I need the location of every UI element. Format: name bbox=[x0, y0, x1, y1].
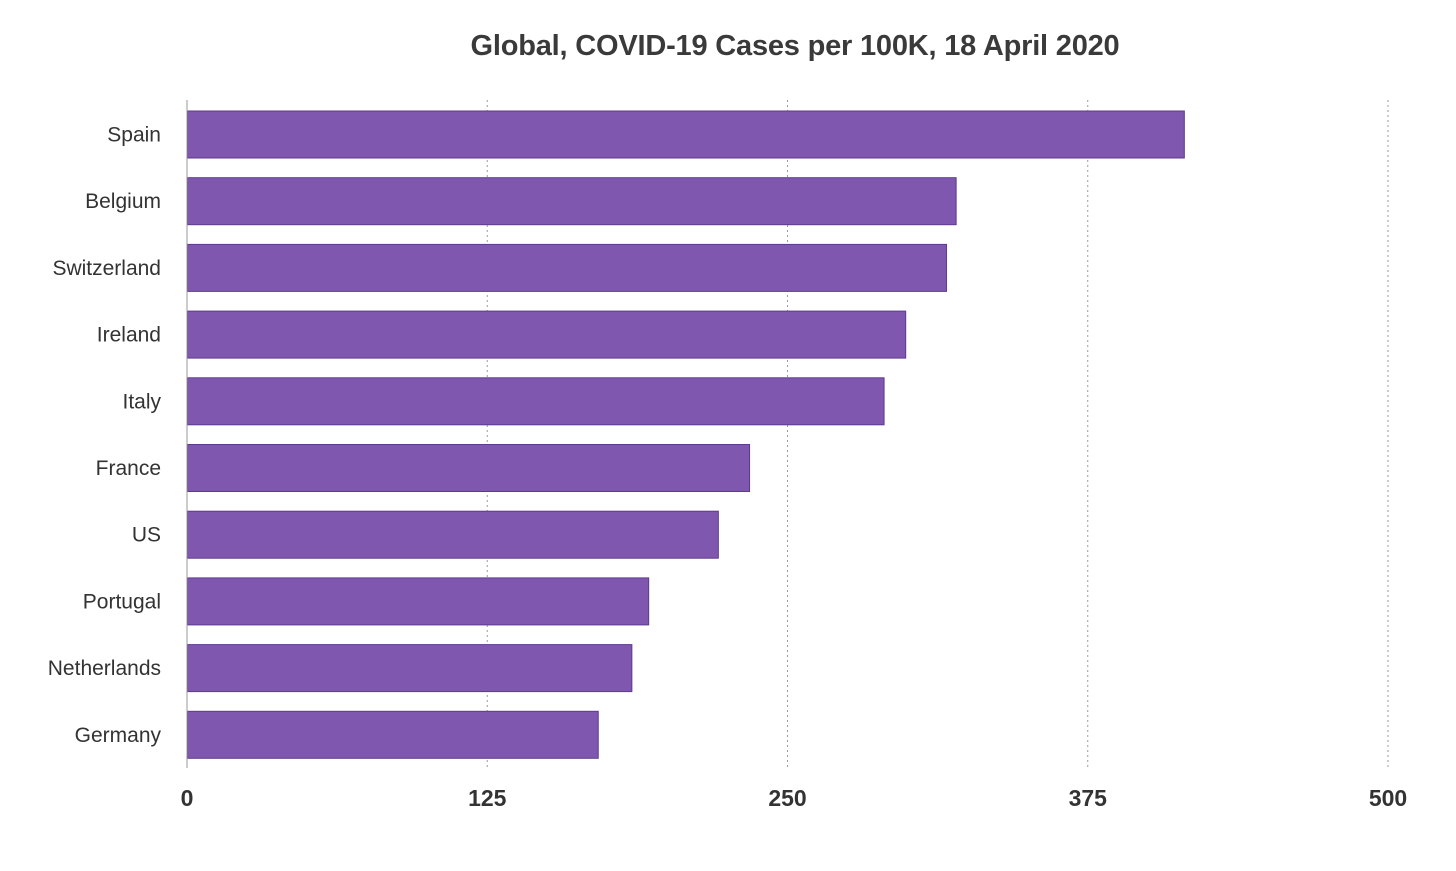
category-label-ireland: Ireland bbox=[97, 324, 161, 347]
bar-ireland bbox=[187, 310, 907, 359]
bar-germany bbox=[187, 710, 599, 759]
category-label-belgium: Belgium bbox=[85, 190, 161, 213]
category-label-germany: Germany bbox=[75, 724, 162, 747]
x-axis-tick-labels: 0 125 250 375 500 bbox=[181, 785, 1408, 811]
category-label-italy: Italy bbox=[122, 390, 161, 413]
bar-switzerland bbox=[187, 243, 948, 292]
category-label-spain: Spain bbox=[107, 124, 161, 147]
category-label-us: US bbox=[132, 524, 161, 547]
bar-italy bbox=[187, 377, 885, 426]
x-tick-label-500: 500 bbox=[1369, 785, 1407, 811]
bar-netherlands bbox=[187, 644, 633, 693]
x-tick-label-0: 0 bbox=[181, 785, 194, 811]
x-tick-label-250: 250 bbox=[768, 785, 806, 811]
category-label-france: France bbox=[96, 457, 161, 480]
bar-france bbox=[187, 444, 751, 492]
category-label-portugal: Portugal bbox=[83, 590, 161, 613]
bar-portugal bbox=[187, 577, 650, 626]
category-labels: Spain Belgium Switzerland Ireland Italy Franc… bbox=[48, 124, 162, 747]
category-label-netherlands: Netherlands bbox=[48, 657, 161, 680]
bar-us bbox=[187, 510, 719, 559]
category-label-switzerland: Switzerland bbox=[52, 257, 161, 280]
bar-spain bbox=[187, 110, 1185, 159]
x-tick-label-125: 125 bbox=[468, 785, 507, 811]
bar-belgium bbox=[187, 177, 957, 226]
chart-title: Global, COVID-19 Cases per 100K, 18 Apri… bbox=[470, 30, 1120, 62]
x-tick-label-375: 375 bbox=[1069, 785, 1108, 811]
bars bbox=[187, 110, 1185, 759]
